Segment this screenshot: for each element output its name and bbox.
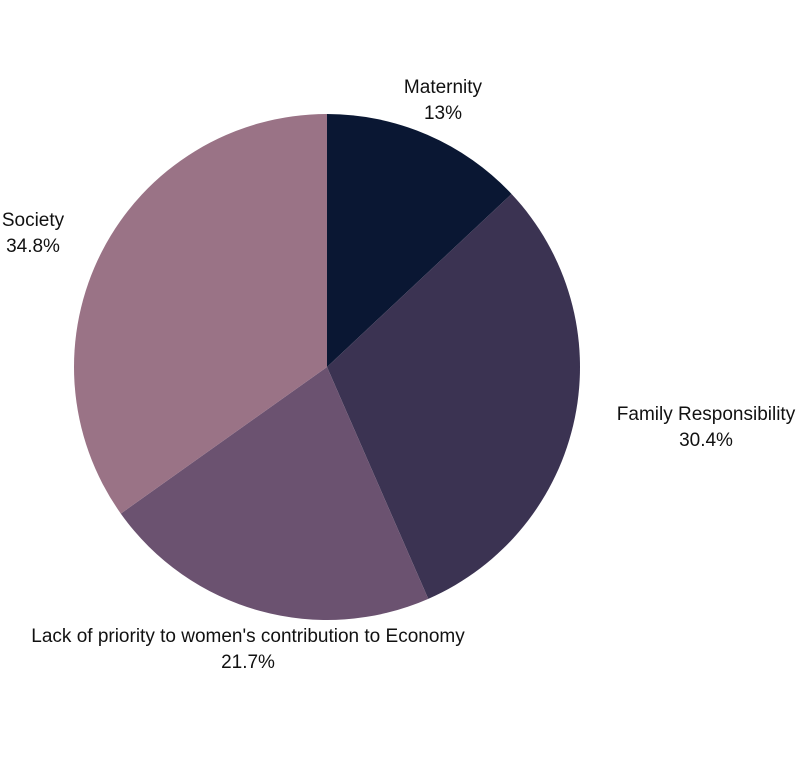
slice-label-2: Family Responsibility: [617, 404, 796, 425]
slice-label-4: Society: [2, 210, 65, 231]
pie-labels: Maternity 13% Family Responsibility 30.4% La…: [2, 77, 796, 673]
pie-slice-4: [74, 114, 327, 514]
slice-value-label-3: 21.7%: [221, 652, 275, 673]
slice-label-1: Maternity: [404, 77, 483, 98]
pie-slice-1: [327, 114, 512, 367]
slice-value-label-1: 13%: [424, 103, 462, 124]
pie-slices: [74, 114, 580, 620]
pie-slice-3: [120, 367, 429, 620]
slice-value-label-4: 34.8%: [6, 236, 60, 257]
pie-slice-2: [327, 193, 580, 599]
slice-label-3: Lack of priority to women's contribution…: [31, 626, 465, 647]
slice-value-label-2: 30.4%: [679, 430, 733, 451]
